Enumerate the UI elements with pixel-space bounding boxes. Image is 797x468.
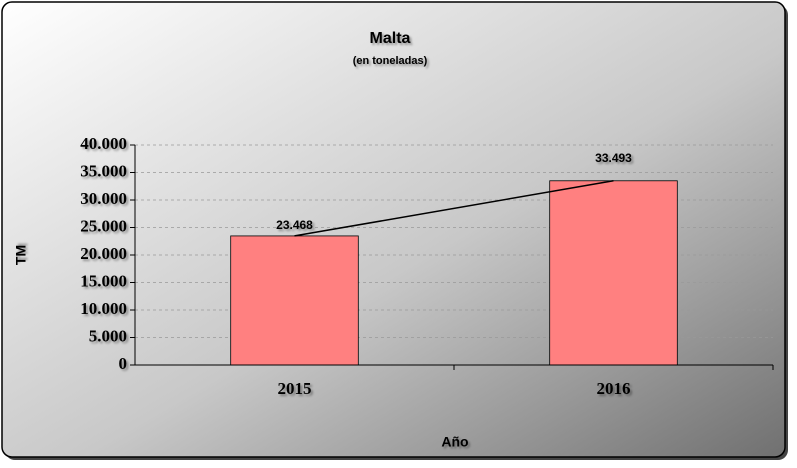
value-label: 33.493: [595, 151, 632, 165]
y-tick-label: 20.000: [80, 244, 127, 263]
x-tick-label: 2015: [278, 379, 312, 398]
y-tick-label: 0: [119, 354, 128, 373]
x-axis-label: Año: [441, 434, 468, 450]
chart-title: Malta: [370, 30, 411, 47]
x-tick-label: 2016: [597, 379, 631, 398]
y-tick-label: 35.000: [80, 161, 127, 180]
y-tick-label: 5.000: [89, 326, 127, 345]
y-tick-label: 40.000: [80, 134, 127, 153]
y-tick-label: 10.000: [80, 299, 127, 318]
value-label: 23.468: [276, 218, 313, 232]
y-tick-label: 25.000: [80, 216, 127, 235]
chart-subtitle: (en toneladas): [353, 55, 428, 67]
bar: [549, 180, 678, 366]
trend-line: [294, 180, 614, 237]
y-tick-label: 30.000: [80, 189, 127, 208]
y-axis-label: TM: [13, 245, 29, 265]
y-tick-label: 15.000: [80, 271, 127, 290]
bar: [230, 235, 359, 366]
